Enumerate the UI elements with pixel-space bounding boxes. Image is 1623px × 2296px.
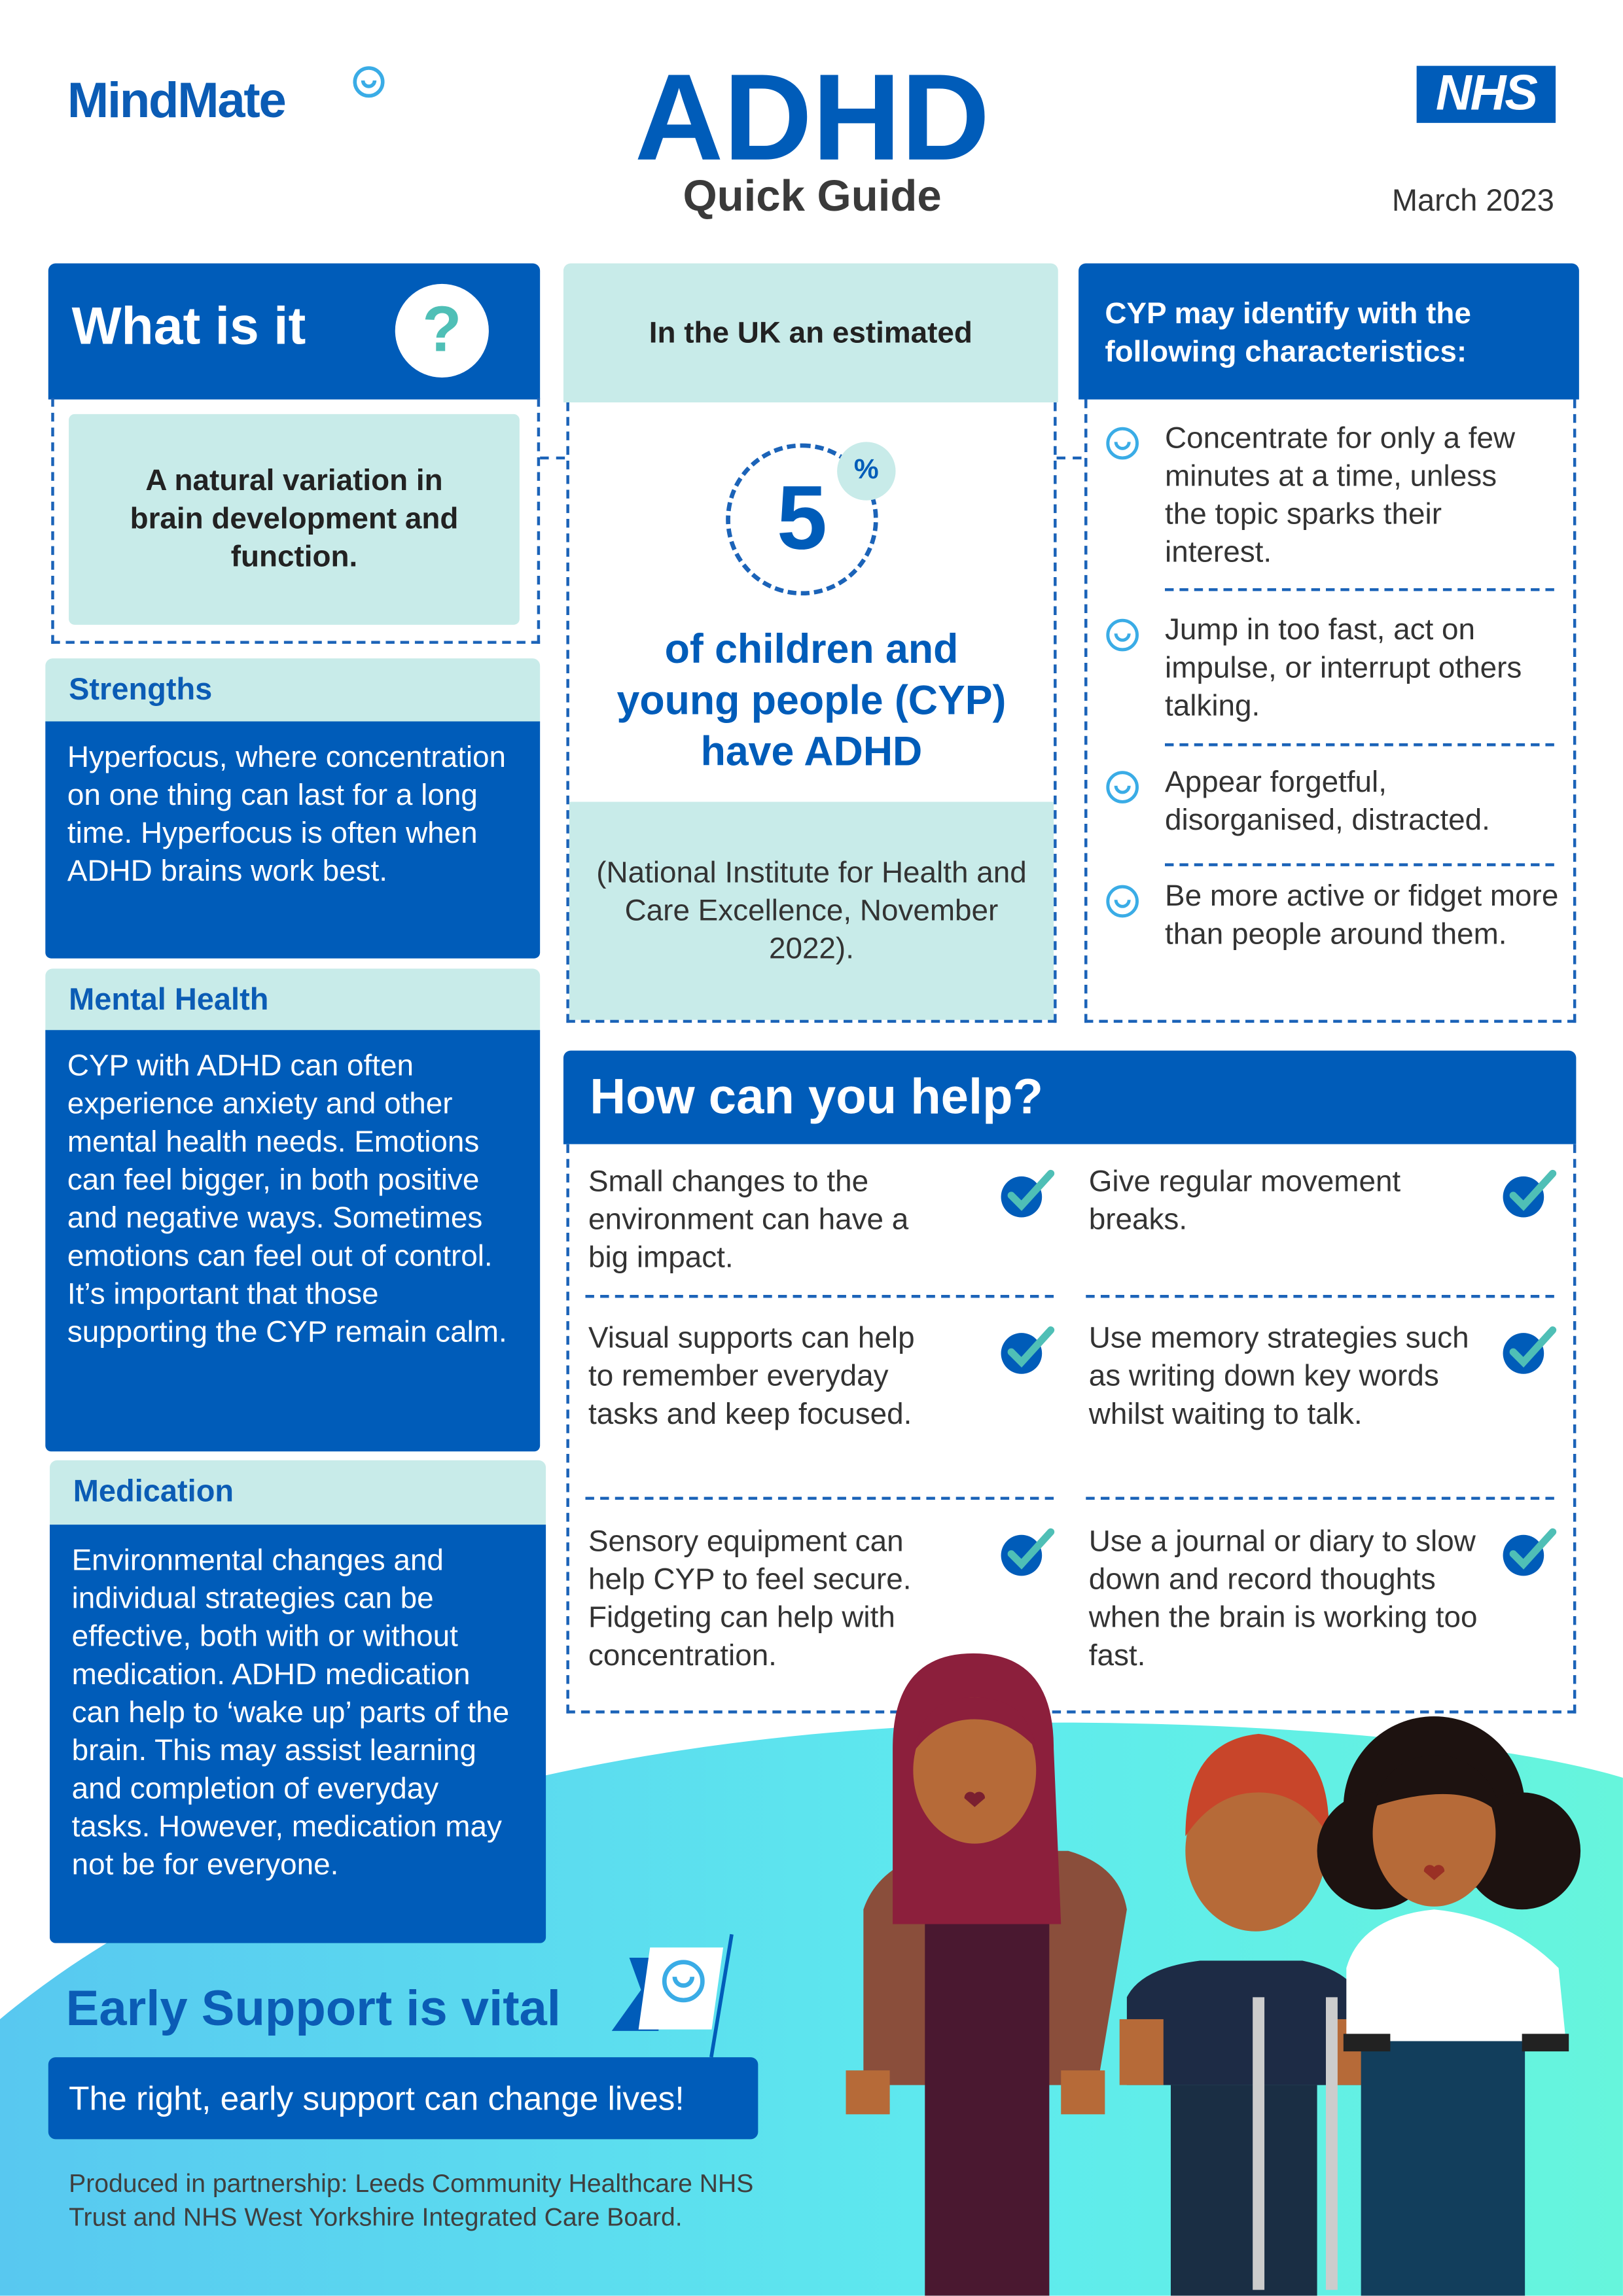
strengths-body: Hyperfocus, where concentration on one t… — [45, 721, 541, 959]
early-support-banner: The right, early support can change live… — [48, 2057, 758, 2140]
stat-line-1: of children and — [664, 626, 959, 672]
mental-health-body: CYP with ADHD can often experience anxie… — [45, 1030, 541, 1452]
smiley-icon — [1106, 885, 1139, 918]
stat-value: 5 — [726, 443, 878, 596]
help-box — [566, 1144, 1577, 1714]
nhs-logo: NHS — [1416, 65, 1556, 123]
characteristic-item: Appear forgetful, disorganised, distract… — [1165, 765, 1490, 838]
stat-line-3: have ADHD — [700, 728, 923, 774]
characteristics-header: CYP may identify with the following char… — [1079, 263, 1579, 400]
characteristic-item: Be more active or fidget more than peopl… — [1165, 879, 1559, 951]
help-item: Small changes to the environment can hav… — [588, 1165, 909, 1275]
medication-body: Environmental changes and individual str… — [50, 1525, 546, 1943]
characteristic-item: Concentrate for only a few minutes at a … — [1165, 421, 1516, 569]
characteristics-box — [1084, 399, 1577, 1023]
checkmark-icon — [1001, 1169, 1055, 1218]
checkmark-icon — [1503, 1169, 1557, 1218]
person-curly-hair — [1317, 1716, 1581, 2296]
person-hijab — [846, 1653, 1127, 2296]
help-item: Visual supports can help to remember eve… — [588, 1321, 915, 1432]
help-header: How can you help? — [563, 1050, 1577, 1144]
question-mark-icon: ? — [395, 283, 489, 378]
checkmark-icon — [1001, 1528, 1055, 1576]
checkmark-icon — [1001, 1326, 1055, 1374]
what-is-it-box — [51, 398, 541, 644]
checkmark-icon — [1503, 1326, 1557, 1374]
mindmate-logo: MindMate — [67, 73, 287, 129]
what-is-it-header: What is it ? — [48, 263, 541, 400]
checkmark-icon — [1503, 1528, 1557, 1576]
percent-badge: % — [837, 442, 896, 501]
smiley-icon — [1106, 771, 1139, 804]
stat-description: of children and young people (CYP) have … — [566, 624, 1056, 777]
smiley-flag-icon — [611, 1934, 734, 2058]
help-item: Give regular movement breaks. — [1088, 1165, 1401, 1237]
publication-date: March 2023 — [1391, 184, 1554, 219]
help-item: Use memory strategies such as writing do… — [1088, 1321, 1469, 1432]
stat-box — [566, 402, 1057, 1023]
stat-intro: In the UK an estimated — [563, 263, 1058, 402]
strengths-header: Strengths — [45, 658, 541, 723]
partnership-footer: Produced in partnership: Leeds Community… — [69, 2168, 754, 2232]
smiley-icon — [1106, 427, 1139, 460]
help-item: Sensory equipment can help CYP to feel s… — [588, 1525, 912, 1672]
smiley-icon — [1106, 618, 1139, 652]
mental-health-header: Mental Health — [45, 968, 541, 1032]
medication-header: Medication — [50, 1460, 546, 1525]
help-item: Use a journal or diary to slow down and … — [1088, 1525, 1478, 1672]
characteristic-item: Jump in too fast, act on impulse, or int… — [1165, 612, 1522, 723]
people-illustration — [846, 1653, 1581, 2296]
early-support-title: Early Support is vital — [65, 1981, 561, 2037]
page-subtitle: Quick Guide — [683, 172, 942, 221]
page-title: ADHD — [634, 48, 990, 186]
person-turban — [1119, 1733, 1364, 2296]
smiley-logo-icon — [353, 66, 385, 98]
what-is-it-title: What is it — [71, 295, 306, 356]
stat-line-2: young people (CYP) — [616, 677, 1007, 723]
what-is-it-definition: A natural variation in brain development… — [69, 414, 520, 625]
stat-source: (National Institute for Health and Care … — [569, 802, 1054, 1020]
